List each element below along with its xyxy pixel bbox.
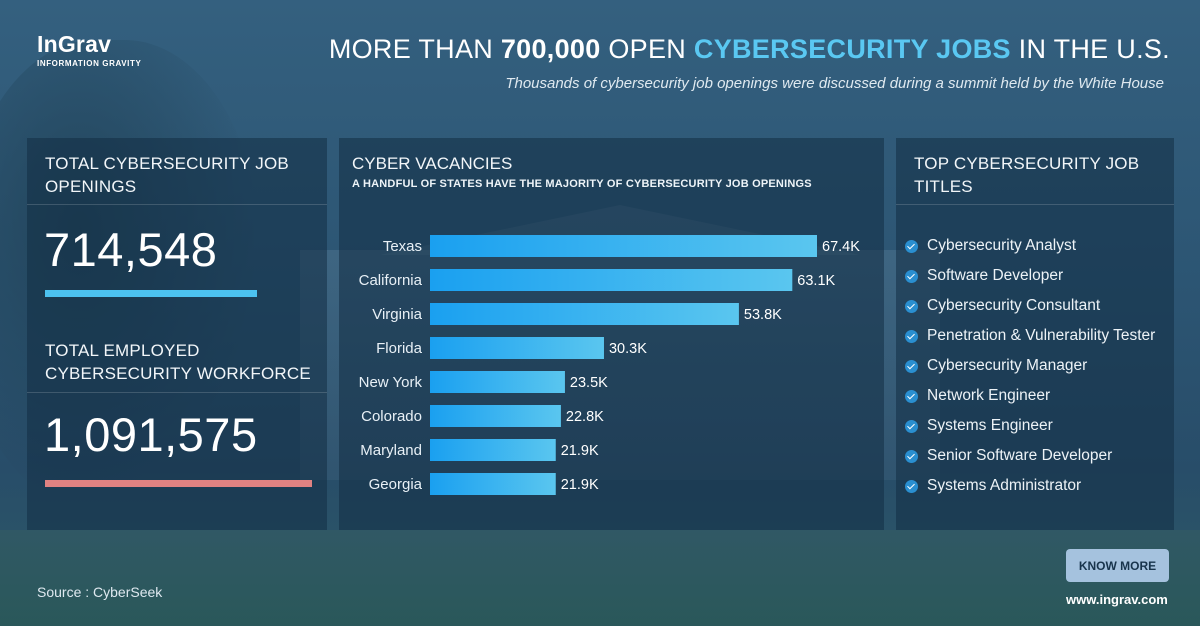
data-label: 67.4K xyxy=(822,239,860,255)
job-title: Cybersecurity Analyst xyxy=(927,237,1077,254)
check-icon xyxy=(905,269,918,283)
bar xyxy=(430,269,793,291)
check-icon xyxy=(905,449,918,463)
logo-tagline: INFORMATION GRAVITY xyxy=(37,59,142,68)
page-title: MORE THAN 700,000 OPEN CYBERSECURITY JOB… xyxy=(329,34,1170,65)
job-titles-list: Cybersecurity Analyst Software Developer… xyxy=(905,231,1155,501)
divider xyxy=(896,204,1174,205)
data-label: 53.8K xyxy=(744,307,782,323)
website-link[interactable]: www.ingrav.com xyxy=(1066,592,1168,607)
category-label: California xyxy=(359,272,423,289)
job-title: Software Developer xyxy=(927,267,1064,284)
list-item: Software Developer xyxy=(905,261,1155,291)
job-title: Penetration & Vulnerability Tester xyxy=(927,327,1156,344)
category-label: New York xyxy=(359,374,423,391)
cyber-vacancies-panel: Texas 67.4K California 63.1K Virginia 53.8K Fl… xyxy=(339,138,884,530)
openings-indicator-bar xyxy=(45,290,257,297)
list-item: Cybersecurity Consultant xyxy=(905,291,1155,321)
totals-panel: TOTAL CYBERSECURITY JOB OPENINGS 714,548… xyxy=(27,138,327,530)
bar xyxy=(430,337,604,359)
bar xyxy=(430,473,556,495)
data-label: 30.3K xyxy=(609,341,647,357)
bar xyxy=(430,405,561,427)
vacancies-bar-chart: Texas 67.4K California 63.1K Virginia 53.8K Fl… xyxy=(359,235,860,495)
list-item: Senior Software Developer xyxy=(905,441,1155,471)
bar xyxy=(430,235,817,257)
openings-value: 714,548 xyxy=(44,223,218,276)
workforce-heading: TOTAL EMPLOYED CYBERSECURITY WORKFORCE xyxy=(45,341,311,383)
list-item: Penetration & Vulnerability Tester xyxy=(905,321,1155,351)
logo-name: InGrav xyxy=(37,31,112,57)
check-icon xyxy=(905,419,918,433)
category-label: Texas xyxy=(383,238,422,255)
title-middle: OPEN xyxy=(600,34,694,64)
ingrav-logo: InGrav INFORMATION GRAVITY xyxy=(37,32,141,68)
title-prefix: MORE THAN xyxy=(328,34,501,64)
data-label: 63.1K xyxy=(797,273,835,289)
job-title: Cybersecurity Manager xyxy=(927,357,1088,374)
data-label: 21.9K xyxy=(561,443,599,459)
workforce-indicator-bar xyxy=(45,480,312,487)
divider xyxy=(27,204,327,205)
chart-title: CYBER VACANCIES xyxy=(352,154,513,173)
openings-heading: TOTAL CYBERSECURITY JOB OPENINGS xyxy=(45,154,289,196)
divider xyxy=(27,392,327,393)
check-icon xyxy=(905,239,918,253)
category-label: Maryland xyxy=(360,442,422,459)
list-item: Systems Administrator xyxy=(905,471,1155,501)
category-label: Virginia xyxy=(372,306,422,323)
bar xyxy=(430,439,556,461)
category-label: Florida xyxy=(376,340,423,357)
data-label: 23.5K xyxy=(570,375,608,391)
data-label: 21.9K xyxy=(561,477,599,493)
title-number: 700,000 xyxy=(500,34,601,64)
check-icon xyxy=(905,329,918,343)
job-titles-heading: TOP CYBERSECURITY JOB TITLES xyxy=(914,154,1140,196)
check-icon xyxy=(905,389,918,403)
job-title: Systems Engineer xyxy=(927,417,1053,434)
check-icon xyxy=(905,359,918,373)
data-label: 22.8K xyxy=(566,409,604,425)
list-item: Network Engineer xyxy=(905,381,1155,411)
source-note: Source : CyberSeek xyxy=(37,584,163,600)
workforce-value: 1,091,575 xyxy=(44,408,258,461)
job-title: Senior Software Developer xyxy=(927,447,1113,464)
bar xyxy=(430,371,565,393)
know-more-button[interactable]: KNOW MORE xyxy=(1066,549,1169,582)
list-item: Cybersecurity Manager xyxy=(905,351,1155,381)
background-lawn xyxy=(0,530,1200,626)
title-suffix: IN THE U.S. xyxy=(1010,34,1170,64)
job-title: Systems Administrator xyxy=(927,477,1082,494)
chart-subtitle: A HANDFUL OF STATES HAVE THE MAJORITY OF… xyxy=(352,178,812,190)
job-titles-panel: TOP CYBERSECURITY JOB TITLES Cybersecuri… xyxy=(896,138,1174,530)
check-icon xyxy=(905,479,918,493)
category-label: Georgia xyxy=(369,476,423,493)
list-item: Systems Engineer xyxy=(905,411,1155,441)
bar xyxy=(430,303,739,325)
job-title: Network Engineer xyxy=(927,387,1051,404)
category-label: Colorado xyxy=(361,408,422,425)
job-title: Cybersecurity Consultant xyxy=(927,297,1101,314)
page-subtitle: Thousands of cybersecurity job openings … xyxy=(505,75,1164,92)
title-accent: CYBERSECURITY JOBS xyxy=(693,34,1011,64)
check-icon xyxy=(905,299,918,313)
list-item: Cybersecurity Analyst xyxy=(905,231,1155,261)
